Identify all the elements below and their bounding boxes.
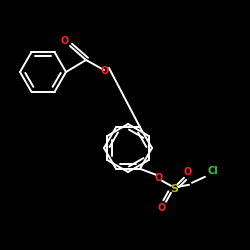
Text: S: S [170, 184, 178, 194]
Text: O: O [184, 167, 192, 177]
Text: O: O [158, 203, 166, 213]
Text: O: O [155, 173, 163, 183]
Text: Cl: Cl [208, 166, 218, 176]
Text: O: O [101, 66, 109, 76]
Text: O: O [61, 36, 69, 46]
